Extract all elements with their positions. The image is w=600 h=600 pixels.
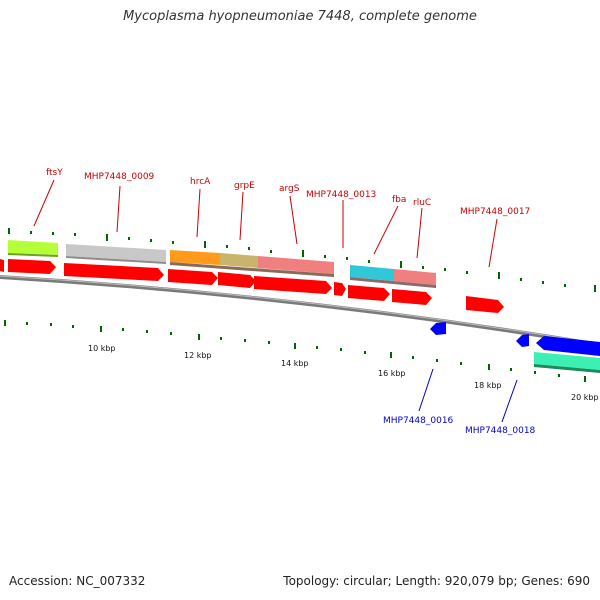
cds-arrow bbox=[64, 263, 164, 281]
scale-label-12kbp: 12 kbp bbox=[184, 351, 212, 360]
gene-label-argS: argS bbox=[279, 184, 300, 194]
gene-label-hrcA: hrcA bbox=[190, 177, 211, 187]
reverse-features bbox=[430, 322, 600, 373]
feature-argS bbox=[258, 256, 334, 274]
cds-arrow bbox=[8, 259, 56, 274]
rna-arrow bbox=[536, 336, 600, 356]
scale-label-18kbp: 18 kbp bbox=[474, 381, 502, 390]
outer-tick-track bbox=[8, 228, 596, 292]
forward-label-lines bbox=[33, 179, 498, 268]
forward-gene-labels: ftsY MHP7448_0009 hrcA grpE argS MHP7448… bbox=[46, 168, 530, 217]
scale-label-10kbp: 10 kbp bbox=[88, 344, 116, 353]
rna-arrow bbox=[430, 322, 446, 335]
gene-label-fba: fba bbox=[392, 195, 406, 205]
cds-arrow bbox=[168, 269, 218, 285]
gene-label-MHP7448_0013: MHP7448_0013 bbox=[306, 190, 376, 200]
feature-grpE bbox=[220, 253, 258, 268]
feature-ftsY bbox=[8, 240, 58, 255]
gene-label-MHP7448_0009: MHP7448_0009 bbox=[84, 172, 155, 182]
cds-arrow bbox=[0, 259, 4, 272]
cds-arrow bbox=[348, 285, 390, 301]
scale-labels: 10 kbp 12 kbp 14 kbp 16 kbp 18 kbp 20 kb… bbox=[88, 344, 599, 402]
cds-arrow bbox=[392, 289, 432, 305]
gene-label-grpE: grpE bbox=[234, 181, 255, 191]
genome-summary-text: Topology: circular; Length: 920,079 bp; … bbox=[283, 574, 590, 588]
cds-arrows bbox=[0, 259, 504, 313]
reverse-gene-labels: MHP7448_0016 MHP7448_0018 bbox=[383, 416, 536, 436]
feature-rluC bbox=[394, 269, 436, 285]
gene-label-rluC: rluC bbox=[413, 198, 431, 208]
feature-fba bbox=[350, 265, 394, 281]
cds-arrow bbox=[254, 276, 332, 294]
gene-label-ftsY: ftsY bbox=[46, 168, 63, 178]
accession-text: Accession: NC_007332 bbox=[9, 574, 146, 588]
feature-track bbox=[8, 240, 436, 288]
cds-arrow bbox=[334, 282, 346, 296]
scale-tick-track bbox=[4, 320, 586, 382]
genome-backbone bbox=[0, 275, 600, 347]
feature-hrcA bbox=[170, 250, 220, 265]
gene-label-MHP7448_0018: MHP7448_0018 bbox=[465, 426, 536, 436]
scale-label-16kbp: 16 kbp bbox=[378, 369, 406, 378]
gene-label-MHP7448_0017: MHP7448_0017 bbox=[460, 207, 530, 217]
cds-arrow bbox=[218, 272, 256, 288]
map-title: Mycoplasma hyopneumoniae 7448, complete … bbox=[123, 9, 477, 24]
rna-arrow bbox=[516, 334, 529, 347]
gene-label-MHP7448_0016: MHP7448_0016 bbox=[383, 416, 454, 426]
scale-label-20kbp: 20 kbp bbox=[571, 393, 599, 402]
cds-arrow bbox=[466, 296, 504, 313]
scale-label-14kbp: 14 kbp bbox=[281, 359, 309, 368]
reverse-label-lines bbox=[418, 368, 518, 423]
